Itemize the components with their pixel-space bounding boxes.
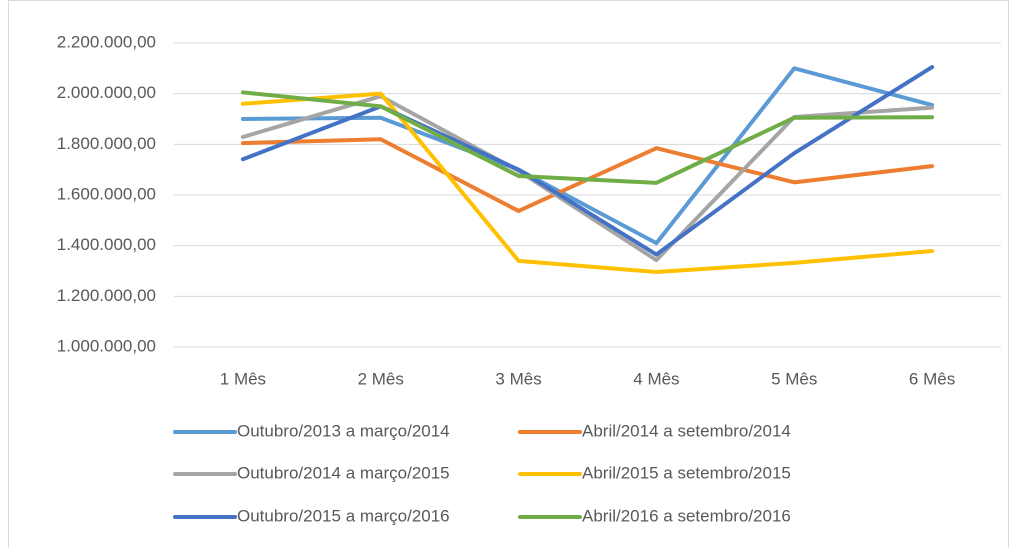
legend-label: Outubro/2013 a março/2014 [237,421,450,440]
y-tick-label: 1.000.000,00 [57,336,156,355]
legend-label: Abril/2016 a setembro/2016 [582,506,791,525]
series-line [240,90,935,185]
y-tick-label: 1.600.000,00 [57,184,156,203]
x-tick-label: 5 Mês [771,369,817,388]
y-tick-label: 1.800.000,00 [57,134,156,153]
legend-label: Outubro/2014 a março/2015 [237,463,450,482]
legend-label: Abril/2014 a setembro/2014 [582,421,791,440]
chart-frame [8,0,1009,548]
series-line [240,91,935,275]
x-tick-label: 1 Mês [220,369,266,388]
y-tick-label: 2.000.000,00 [57,83,156,102]
x-tick-label: 4 Mês [633,369,679,388]
legend-label: Abril/2015 a setembro/2015 [582,463,791,482]
series-line [240,65,935,257]
x-tick-label: 3 Mês [495,369,541,388]
y-tick-label: 1.200.000,00 [57,286,156,305]
legend-label: Outubro/2015 a março/2016 [237,506,450,525]
x-tick-label: 6 Mês [909,369,955,388]
y-tick-label: 1.400.000,00 [57,235,156,254]
x-tick-label: 2 Mês [358,369,404,388]
series-line [240,66,935,246]
y-tick-label: 2.200.000,00 [57,32,156,51]
